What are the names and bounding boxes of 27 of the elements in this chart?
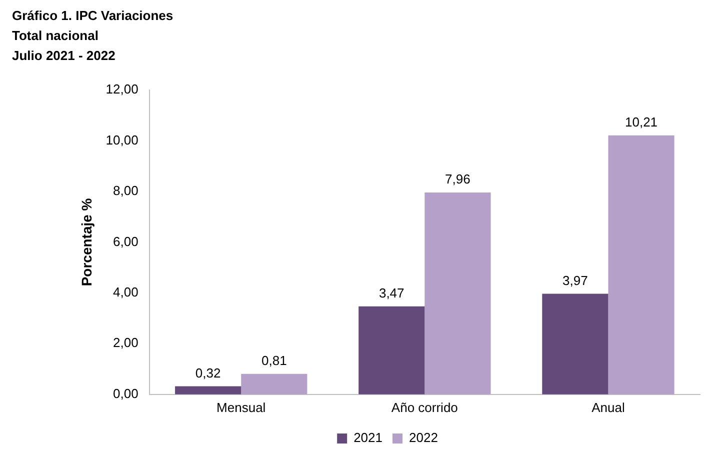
data-label: 3,97: [562, 272, 588, 288]
data-label: 3,47: [378, 285, 404, 300]
data-label: 0,32: [195, 365, 221, 380]
bar: [241, 374, 308, 394]
data-label: 10,21: [624, 114, 658, 130]
bar: [175, 386, 242, 394]
x-tick-label: Anual: [592, 400, 625, 415]
bar: [542, 294, 608, 394]
y-tick-label: 8,00: [113, 183, 138, 198]
data-label: 7,96: [445, 172, 470, 187]
x-tick-label: Año corrido: [391, 400, 458, 415]
bar: [358, 306, 425, 394]
legend-label: 2022: [409, 430, 438, 446]
chart-title: Gráfico 1. IPC Variaciones: [12, 7, 174, 25]
y-tick-label: 2,00: [113, 335, 138, 350]
y-tick-label: 12,00: [106, 82, 138, 97]
y-tick-label: 6,00: [113, 234, 138, 249]
chart-subtitle: Total nacional Julio 2021 - 2022: [12, 27, 116, 65]
legend-label: 2021: [354, 430, 382, 446]
y-tick-label: 0,00: [113, 386, 138, 401]
bar: [608, 135, 674, 394]
y-tick-label: 10,00: [106, 132, 138, 148]
data-label: 0,81: [261, 352, 287, 368]
bar: [424, 192, 491, 394]
y-tick-label: 4,00: [113, 284, 138, 300]
x-tick-label: Mensual: [216, 400, 266, 415]
y-axis-title: Porcentaje %: [78, 198, 94, 286]
